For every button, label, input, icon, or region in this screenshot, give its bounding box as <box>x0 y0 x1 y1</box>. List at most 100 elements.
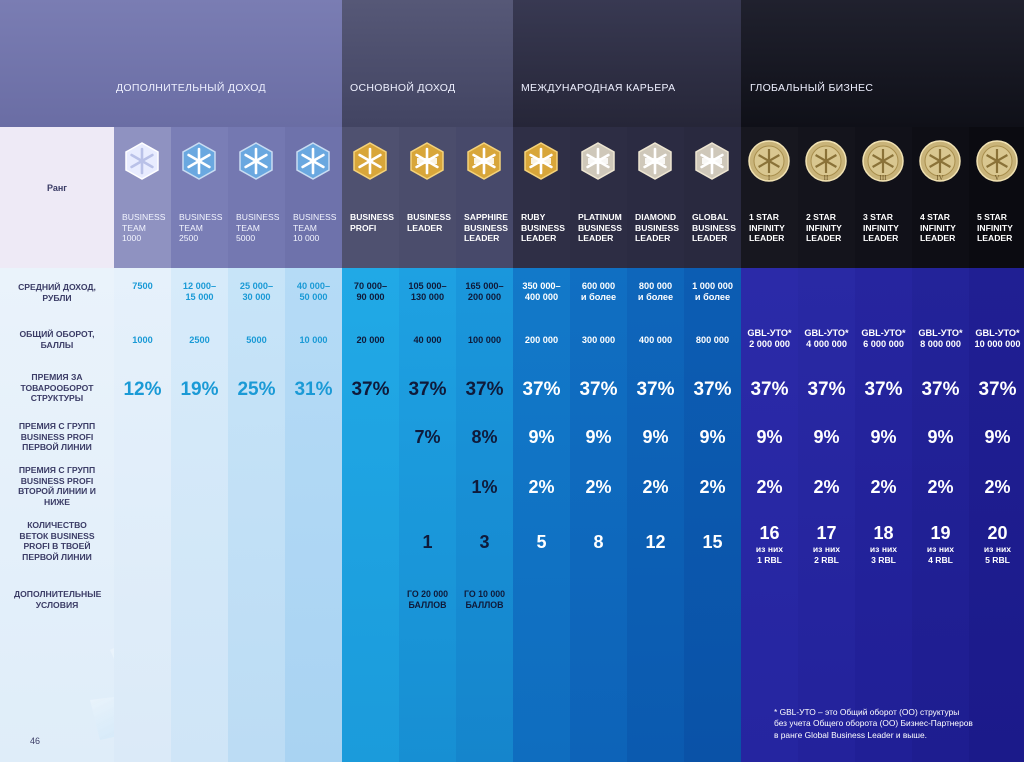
cell-structure-bonus: 37% <box>978 379 1017 400</box>
cell-structure-bonus: 37% <box>864 379 903 400</box>
cell-branches: 16 <box>759 523 780 543</box>
cell-total-turnover: 1000 <box>132 335 153 345</box>
rank-column-body <box>570 268 627 762</box>
rank-name-line: BUSINESS <box>635 222 679 233</box>
cell-structure-bonus: 37% <box>522 379 561 400</box>
cell-first-line-bonus: 9% <box>585 427 612 447</box>
infinity-medal-5-icon: V <box>976 140 1018 182</box>
cell-structure-bonus: 37% <box>750 379 789 400</box>
rank-name: SAPPHIRE BUSINESS LEADER <box>464 212 513 244</box>
snowflake-badge-silver-icon <box>691 140 733 182</box>
rank-name-line: LEADER <box>464 233 500 244</box>
cell-first-line-bonus: 9% <box>870 427 897 447</box>
cell-first-line-bonus: 8% <box>471 427 498 447</box>
cell-total-turnover: GBL-УТО* 2 000 000 <box>747 328 792 349</box>
rank-name: RUBY BUSINESS LEADER <box>521 212 570 244</box>
footnote: * GBL-УТО – это Общий оборот (ОО) структ… <box>774 707 973 740</box>
cell-structure-bonus: 25% <box>237 379 276 400</box>
cell-additional-conditions: ГО 10 000 БАЛЛОВ <box>463 589 506 610</box>
rank-column-body <box>399 268 456 762</box>
cell-branches-note: из них 1 RBL <box>755 544 784 565</box>
rank-name-line: LEADER <box>521 233 557 244</box>
cell-structure-bonus: 37% <box>693 379 732 400</box>
cell-structure-bonus: 37% <box>921 379 960 400</box>
cell-total-turnover: GBL-УТО* 4 000 000 <box>804 328 849 349</box>
rank-name-line: 2500 <box>179 233 199 244</box>
section-header-additional-income: Дополнительный доход <box>116 82 266 94</box>
cell-total-turnover: GBL-УТО* 10 000 000 <box>974 328 1021 349</box>
rank-name: GLOBAL BUSINESS LEADER <box>692 212 741 244</box>
snowflake-badge-blue-1-icon <box>178 140 220 182</box>
rank-name-line: INFINITY <box>977 222 1013 233</box>
rank-column-body <box>285 268 342 762</box>
cell-structure-bonus: 12% <box>123 379 162 400</box>
rank-name-line: 10 000 <box>293 233 320 244</box>
rank-header-cell <box>0 127 114 268</box>
rank-name: BUSINESS TEAM 1000 <box>122 212 171 244</box>
rank-name-line: RUBY <box>521 212 546 222</box>
cell-average-income: 350 000– 400 000 <box>522 281 561 302</box>
cell-structure-bonus: 37% <box>579 379 618 400</box>
rank-name-line: LEADER <box>407 222 443 233</box>
svg-text:IV: IV <box>936 174 943 182</box>
cell-branches: 19 <box>930 523 951 543</box>
rank-name: DIAMOND BUSINESS LEADER <box>635 212 684 244</box>
snowflake-badge-blue-2-icon <box>235 140 277 182</box>
rank-name-line: BUSINESS <box>464 222 508 233</box>
cell-total-turnover: 400 000 <box>638 335 673 345</box>
rank-name-line: TEAM <box>293 222 317 233</box>
cell-average-income: 800 000 и более <box>637 281 674 302</box>
cell-first-line-bonus: 9% <box>756 427 783 447</box>
rank-name-line: BUSINESS <box>350 212 394 222</box>
row-label: Средний доход, рубли <box>18 282 96 303</box>
rank-header-label: Ранг <box>46 183 68 193</box>
cell-average-income: 70 000– 90 000 <box>353 281 388 302</box>
rank-name: 2 STAR INFINITY LEADER <box>806 212 855 244</box>
rank-name-line: 1000 <box>122 233 142 244</box>
infinity-medal-4-icon: IV <box>919 140 961 182</box>
cell-structure-bonus: 37% <box>465 379 504 400</box>
rank-name: 5 STAR INFINITY LEADER <box>977 212 1024 244</box>
cell-first-line-bonus: 9% <box>528 427 555 447</box>
row-label-column <box>0 268 114 762</box>
section-band-additional <box>0 0 342 127</box>
cell-total-turnover: GBL-УТО* 6 000 000 <box>861 328 906 349</box>
cell-branches-note: из них 3 RBL <box>869 544 898 565</box>
rank-name-line: LEADER <box>578 233 614 244</box>
cell-second-line-bonus: 2% <box>699 477 726 497</box>
snowflake-badge-gold-blue-icon <box>349 140 391 182</box>
rank-name-line: LEADER <box>977 233 1013 244</box>
rank-name: PLATINUM BUSINESS LEADER <box>578 212 627 244</box>
cell-total-turnover: 5000 <box>246 335 267 345</box>
rank-name-line: 2 STAR <box>806 212 836 222</box>
rank-column-body <box>741 268 798 762</box>
section-header-main-income: Основной доход <box>350 82 456 94</box>
rank-name-line: TEAM <box>179 222 203 233</box>
cell-second-line-bonus: 2% <box>870 477 897 497</box>
rank-name-line: INFINITY <box>806 222 842 233</box>
rank-name: BUSINESS TEAM 10 000 <box>293 212 342 244</box>
cell-second-line-bonus: 2% <box>756 477 783 497</box>
row-label: Премия за товарооборот структуры <box>20 372 94 404</box>
cell-first-line-bonus: 9% <box>642 427 669 447</box>
rank-name-line: BUSINESS <box>293 212 337 222</box>
rank-column-body <box>969 268 1024 762</box>
rank-name-line: INFINITY <box>920 222 956 233</box>
rank-column-body <box>798 268 855 762</box>
cell-first-line-bonus: 9% <box>984 427 1011 447</box>
cell-average-income: 12 000– 15 000 <box>182 281 217 302</box>
snowflake-badge-diamond-icon <box>634 140 676 182</box>
section-band-main <box>342 0 513 127</box>
rank-name: BUSINESS LEADER <box>407 212 456 233</box>
infinity-medal-3-icon: III <box>862 140 904 182</box>
snowflake-badge-gold-sapphire-icon <box>463 140 505 182</box>
rank-name-line: 4 STAR <box>920 212 950 222</box>
rank-column-body <box>228 268 285 762</box>
rank-name: 1 STAR INFINITY LEADER <box>749 212 798 244</box>
rank-column-body <box>684 268 741 762</box>
cell-second-line-bonus: 1% <box>471 477 498 497</box>
cell-second-line-bonus: 2% <box>642 477 669 497</box>
rank-name-line: LEADER <box>749 233 785 244</box>
svg-text:III: III <box>880 174 888 182</box>
rank-name: BUSINESS TEAM 5000 <box>236 212 285 244</box>
